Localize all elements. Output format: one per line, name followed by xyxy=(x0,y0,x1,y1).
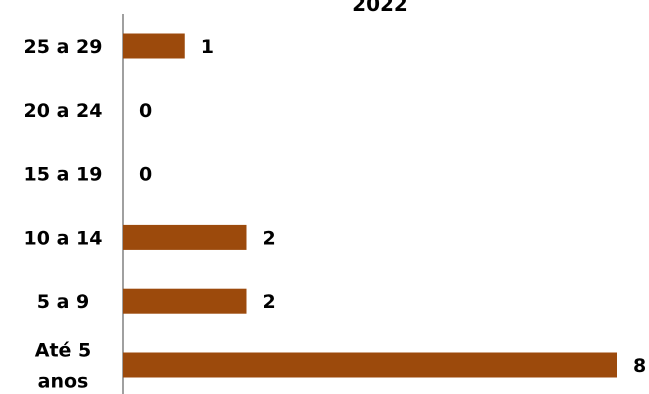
data-labels-group: 1 0 0 2 2 8 xyxy=(139,36,646,377)
category-label-line: 10 a 14 xyxy=(24,227,103,249)
category-label-3: 15 a 19 xyxy=(24,164,103,186)
data-label-5: 2 xyxy=(263,291,276,313)
category-label-5: 5 a 9 xyxy=(37,291,90,313)
category-label-line: 20 a 24 xyxy=(24,100,103,122)
data-label-1: 1 xyxy=(201,36,214,58)
data-label-6: 8 xyxy=(633,355,646,377)
data-label-4: 2 xyxy=(263,227,276,249)
category-label-6: Até 5 anos xyxy=(35,340,92,393)
category-label-line: Até 5 xyxy=(35,340,92,362)
category-label-4: 10 a 14 xyxy=(24,227,103,249)
category-label-2: 20 a 24 xyxy=(24,100,103,122)
category-label-line: anos xyxy=(38,371,89,393)
bar-5 xyxy=(123,288,247,314)
data-label-2: 0 xyxy=(139,100,152,122)
category-label-line: 5 a 9 xyxy=(37,291,90,313)
data-label-3: 0 xyxy=(139,164,152,186)
category-label-line: 15 a 19 xyxy=(24,164,103,186)
category-label-line: 25 a 29 xyxy=(24,36,103,58)
bar-6 xyxy=(123,352,617,378)
bars-group xyxy=(123,33,617,378)
bar-1 xyxy=(123,33,185,59)
chart-title: 2022 xyxy=(352,0,408,16)
category-labels-group: 25 a 29 20 a 24 15 a 19 10 a 14 5 a 9 Até 5 an… xyxy=(24,36,103,393)
category-label-1: 25 a 29 xyxy=(24,36,103,58)
bar-4 xyxy=(123,224,247,250)
